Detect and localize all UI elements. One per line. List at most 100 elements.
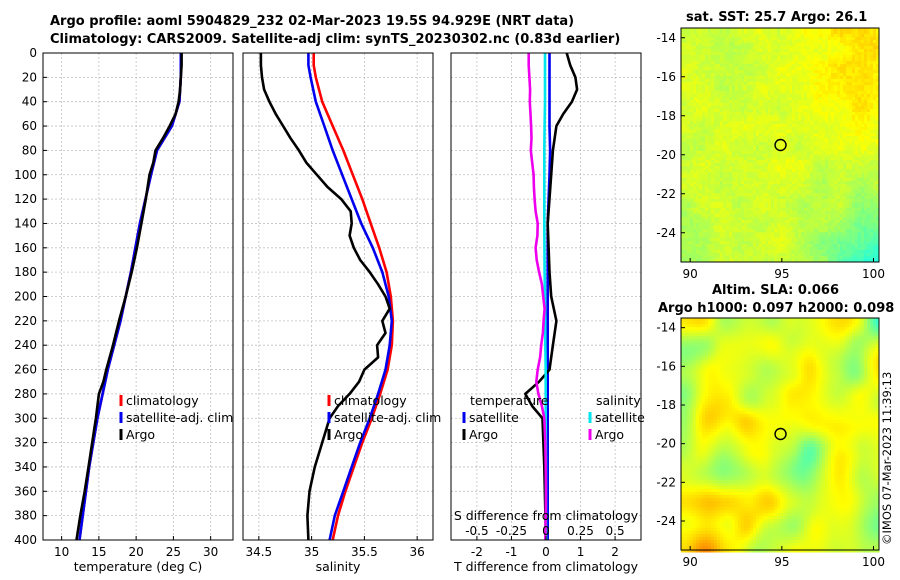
map-cell [786,139,790,143]
map-cell [804,88,808,92]
map-cell [738,184,742,188]
map-cell [759,127,763,131]
map-cell [852,241,856,245]
map-cell [753,58,757,62]
map-cell [708,187,712,191]
map-cell [699,58,703,62]
map-cell [681,34,685,38]
map-cell [693,97,697,101]
map-cell [822,28,826,32]
map-cell [723,136,727,140]
map-cell [696,52,700,56]
map-cell [720,250,724,254]
map-cell [696,193,700,197]
map-cell [687,166,691,170]
map-cell [801,247,805,251]
map-cell [729,133,733,137]
map-cell [747,28,751,32]
map-cell [756,220,760,224]
map-cell [762,199,766,203]
map-cell [714,100,718,104]
map-cell [798,256,802,260]
map-cell [711,190,715,194]
map-cell [729,220,733,224]
map-cell [744,67,748,71]
map-cell [696,172,700,176]
map-cell [750,43,754,47]
map-cell [777,244,781,248]
map-cell [828,49,832,53]
map-cell [780,85,784,89]
map-cell [804,250,808,254]
map-cell [822,37,826,41]
map-cell [711,181,715,185]
map-cell [756,229,760,233]
map-cell [816,94,820,98]
map-cell [711,229,715,233]
map-cell [855,100,859,104]
map-cell [825,259,829,263]
map-cell [783,43,787,47]
map-cell [696,145,700,149]
map-cell [699,211,703,215]
map-cell [726,28,730,32]
map-cell [717,253,721,257]
map-cell [735,148,739,152]
map-cell [708,130,712,134]
map-cell [735,121,739,125]
map-cell [825,142,829,146]
map-cell [687,175,691,179]
map-cell [693,58,697,62]
map-cell [702,166,706,170]
map-cell [801,166,805,170]
map-cell [747,73,751,77]
map-cell [762,160,766,164]
map-cell [843,115,847,119]
map-cell [852,247,856,251]
map-cell [798,193,802,197]
map-cell [720,58,724,62]
map-cell [741,49,745,53]
map-cell [696,148,700,152]
map-cell [816,148,820,152]
map-cell [807,214,811,218]
map-cell [738,91,742,95]
map-cell [765,214,769,218]
map-cell [762,166,766,170]
map-cell [753,136,757,140]
map-cell [807,238,811,242]
map-cell [825,220,829,224]
map-cell [696,139,700,143]
map-cell [849,85,853,89]
map-cell [738,70,742,74]
map-cell [717,193,721,197]
map-cell [804,184,808,188]
map-cell [780,109,784,113]
map-cell [744,97,748,101]
map-cell [696,151,700,155]
x-tick-label: 25 [166,545,181,559]
map-cell [789,88,793,92]
map-cell [750,79,754,83]
map-cell [717,79,721,83]
map-cell [702,250,706,254]
map-cell [714,172,718,176]
map-cell [750,232,754,236]
map-cell [741,97,745,101]
map-cell [777,229,781,233]
map-cell [807,163,811,167]
map-cell [741,142,745,146]
map-cell [837,205,841,209]
map-cell [681,253,685,257]
map-cell [717,52,721,56]
map-cell [849,154,853,158]
x2-tick-label: 0 [542,524,550,538]
map-cell [783,97,787,101]
map-cell [702,163,706,167]
map-cell [807,67,811,71]
map-cell [762,142,766,146]
map-cell [858,187,862,191]
map-cell [825,244,829,248]
map-cell [717,211,721,215]
map-cell [798,130,802,134]
